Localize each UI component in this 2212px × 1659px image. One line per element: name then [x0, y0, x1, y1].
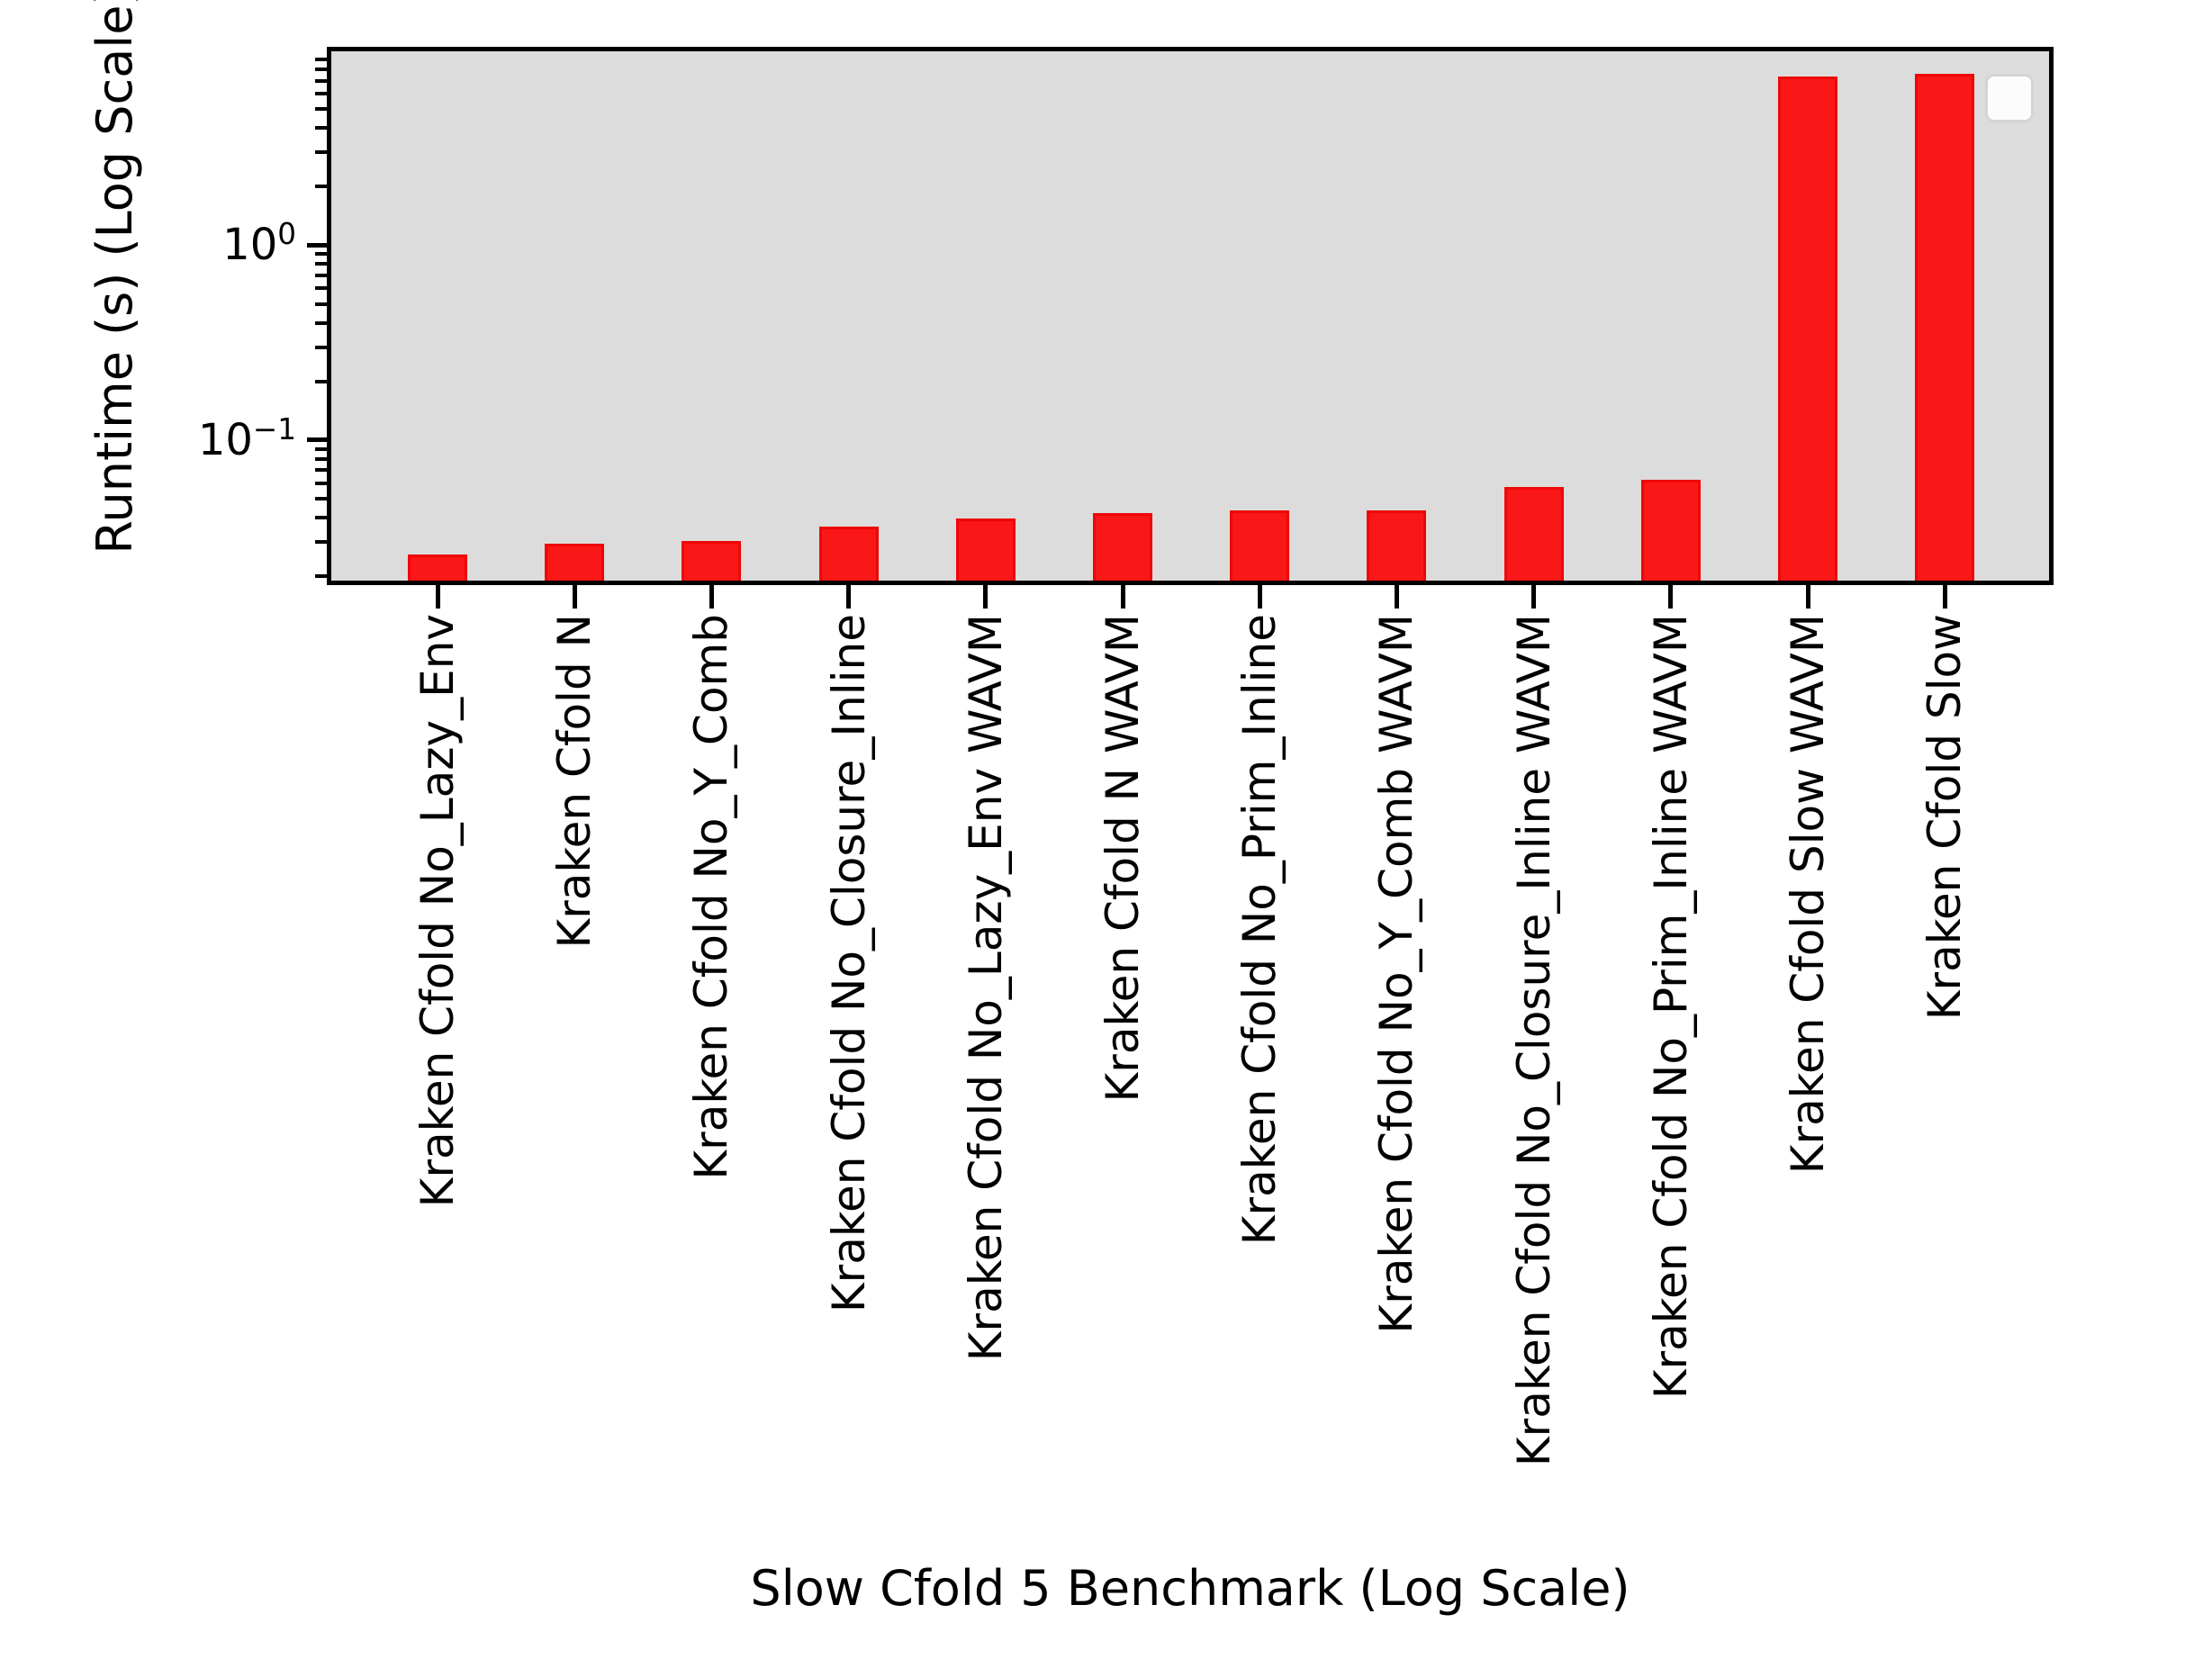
y-axis-label: Runtime (s) (Log Scale) [86, 0, 143, 555]
x-tick-label: Kraken Cfold No_Y_Comb [685, 614, 738, 1180]
bar [408, 554, 467, 581]
x-tick-label: Kraken Cfold No_Prim_Inline WAVM [1644, 614, 1697, 1400]
y-tick-label: 10−1 [197, 411, 296, 465]
x-axis-label: Slow Cfold 5 Benchmark (Log Scale) [750, 1560, 1630, 1617]
x-tick-mark [1257, 585, 1262, 609]
x-tick-mark [572, 585, 577, 609]
y-tick-mark-minor [315, 126, 327, 131]
x-tick-mark [1120, 585, 1125, 609]
y-tick-mark-minor [315, 540, 327, 545]
x-tick-label: Kraken Cfold Slow [1919, 614, 1972, 1021]
bar [1640, 479, 1701, 581]
y-tick-mark-major [307, 437, 327, 443]
y-tick-mark-minor [315, 252, 327, 257]
bar [1093, 513, 1152, 581]
x-tick-mark [983, 585, 989, 609]
x-tick-label: Kraken Cfold No_Closure_Inline WAVM [1507, 614, 1560, 1467]
x-tick-label: Kraken Cfold N [548, 614, 601, 949]
y-tick-mark-major [307, 242, 327, 248]
bar [1367, 509, 1427, 581]
x-tick-label: Kraken Cfold Slow WAVM [1782, 614, 1834, 1175]
y-tick-label: 100 [222, 217, 296, 271]
bar [1503, 486, 1564, 581]
y-tick-mark-minor [315, 92, 327, 96]
bar [1230, 509, 1290, 581]
y-tick-mark-minor [315, 320, 327, 325]
plot-area [327, 47, 2054, 585]
y-tick-mark-minor [315, 107, 327, 112]
y-tick-mark-minor [315, 286, 327, 291]
x-tick-label: Kraken Cfold No_Lazy_Env [411, 614, 464, 1208]
x-tick-label: Kraken Cfold No_Prim_Inline [1233, 614, 1287, 1246]
y-tick-mark-minor [315, 446, 327, 451]
y-tick-mark-minor [315, 468, 327, 473]
x-tick-mark [1805, 585, 1810, 609]
y-tick-mark-minor [315, 497, 327, 501]
y-tick-mark-minor [315, 574, 327, 579]
bar [1778, 76, 1837, 581]
x-tick-mark [1942, 585, 1947, 609]
x-tick-mark [435, 585, 440, 609]
x-tick-mark [1531, 585, 1537, 609]
y-tick-mark-minor [315, 379, 327, 383]
y-tick-mark-minor [315, 516, 327, 520]
y-tick-mark-minor [315, 185, 327, 189]
x-tick-mark [846, 585, 852, 609]
x-tick-label: Kraken Cfold N WAVM [1097, 614, 1149, 1103]
y-tick-mark-minor [315, 345, 327, 349]
x-tick-label: Kraken Cfold No_Closure_Inline [822, 614, 875, 1313]
y-tick-mark-minor [315, 150, 327, 155]
y-tick-mark-minor [315, 456, 327, 461]
x-tick-label: Kraken Cfold No_Y_Comb WAVM [1370, 614, 1423, 1334]
y-tick-mark-minor [315, 274, 327, 277]
bar [818, 526, 879, 581]
bar [682, 540, 742, 581]
y-tick-mark-minor [315, 302, 327, 306]
y-tick-mark-minor [315, 481, 327, 485]
legend [1985, 74, 2034, 122]
x-tick-label: Kraken Cfold No_Lazy_Env WAVM [959, 614, 1012, 1362]
y-tick-mark-minor [315, 262, 327, 266]
x-tick-mark [1394, 585, 1399, 609]
x-tick-mark [1668, 585, 1674, 609]
y-tick-mark-minor [315, 68, 327, 72]
x-tick-mark [709, 585, 714, 609]
y-tick-mark-minor [315, 57, 327, 61]
bar [955, 518, 1016, 581]
bar [545, 543, 605, 581]
bar [1915, 73, 1975, 581]
y-tick-mark-minor [315, 78, 327, 83]
